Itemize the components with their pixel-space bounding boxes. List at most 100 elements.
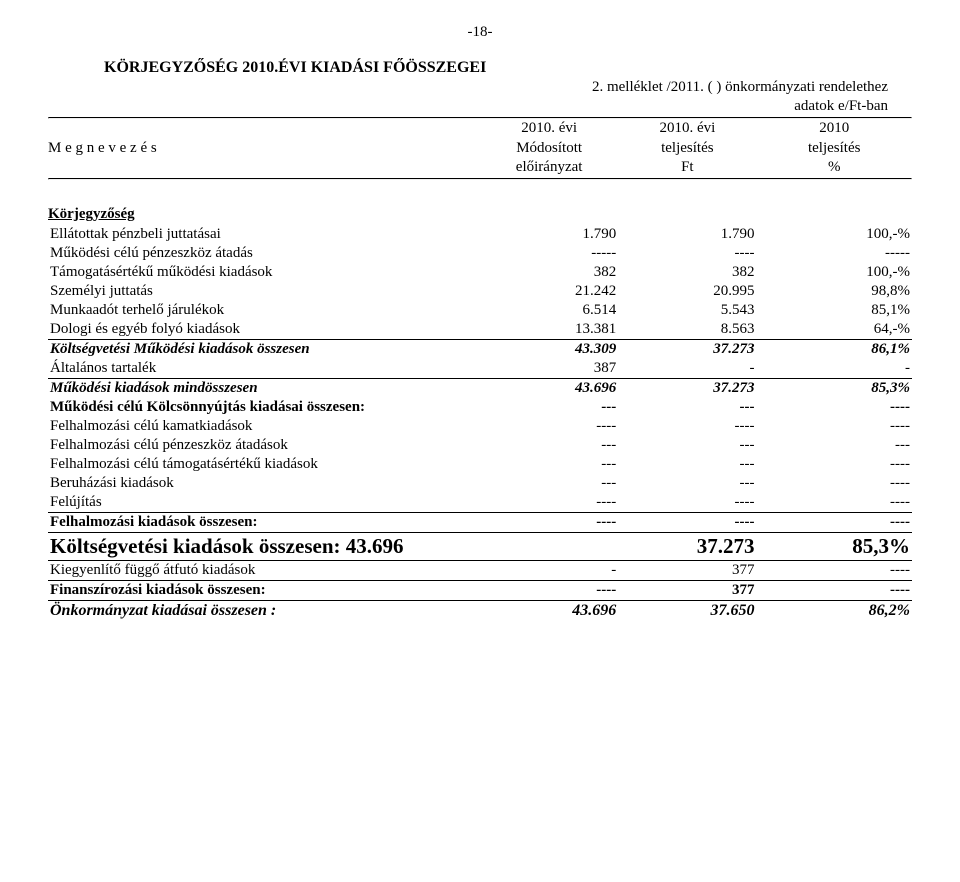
table-row: Ellátottak pénzbeli juttatásai1.7901.790… [48,225,912,244]
row-val-a: 21.242 [480,282,618,301]
row-name: Támogatásértékű működési kiadások [48,263,480,282]
row-val-c: 64,-% [756,320,912,340]
header-c1: 2010 [756,119,912,139]
row-val-a: ---- [480,580,618,600]
row-name: Működési célú pénzeszköz átadás [48,244,480,263]
table-row: Önkormányzat kiadásai összesen :43.69637… [48,600,912,621]
row-val-c: ---- [756,398,912,417]
row-val-b: --- [618,455,756,474]
table-row: Költségvetési Működési kiadások összesen… [48,339,912,359]
row-val-c: 86,2% [756,600,912,621]
row-val-b: ---- [618,244,756,263]
row-val-b: ---- [618,512,756,532]
row-name: Személyi juttatás [48,282,480,301]
table-row: Felhalmozási kiadások összesen:---------… [48,512,912,532]
subtitle-attachment: 2. melléklet /2011. ( ) önkormányzati re… [48,79,888,96]
row-val-b: - [618,359,756,379]
row-val-c: ---- [756,474,912,493]
row-val-a: --- [480,398,618,417]
table-row: Dologi és egyéb folyó kiadások13.3818.56… [48,320,912,340]
row-name: Működési célú Kölcsönnyújtás kiadásai ös… [48,398,480,417]
row-name: Kiegyenlítő függő átfutó kiadások [48,560,480,580]
header-name: M e g n e v e z é s [48,139,480,159]
table-row: Beruházási kiadások---------- [48,474,912,493]
row-val-c: 86,1% [756,339,912,359]
row-val-a: ---- [480,512,618,532]
row-name: Önkormányzat kiadásai összesen : [48,600,480,621]
table-row: Támogatásértékű működési kiadások3823821… [48,263,912,282]
row-val-b: --- [618,398,756,417]
table-row: Működési célú Kölcsönnyújtás kiadásai ös… [48,398,912,417]
column-header: M e g n e v e z é s 2010. évi Módosított… [48,119,912,178]
row-val-c: - [756,359,912,379]
document-title: KÖRJEGYZŐSÉG 2010.ÉVI KIADÁSI FŐÖSSZEGEI [104,59,912,77]
row-val-c: ---- [756,560,912,580]
row-val-a: --- [480,436,618,455]
row-name: Felhalmozási kiadások összesen: [48,512,480,532]
row-val-a: 387 [480,359,618,379]
row-val-a: ---- [480,417,618,436]
row-val-c: ---- [756,512,912,532]
header-a1: 2010. évi [480,119,618,139]
row-val-b: --- [618,474,756,493]
row-val-c: ---- [756,493,912,513]
row-name: Felhalmozási célú támogatásértékű kiadás… [48,455,480,474]
row-val-b: 5.543 [618,301,756,320]
row-val-a: 13.381 [480,320,618,340]
header-b1: 2010. évi [618,119,756,139]
row-val-b: 1.790 [618,225,756,244]
table-row: Finanszírozási kiadások összesen:----377… [48,580,912,600]
row-name: Működési kiadások mindösszesen [48,378,480,398]
row-val-c: 85,3% [756,378,912,398]
table-row: Személyi juttatás21.24220.99598,8% [48,282,912,301]
table-row: Felújítás------------ [48,493,912,513]
row-name: Finanszírozási kiadások összesen: [48,580,480,600]
header-a3: előirányzat [480,158,618,178]
row-val-b: ---- [618,493,756,513]
row-val-b: --- [618,436,756,455]
row-val-a: 43.309 [480,339,618,359]
table-row: Működési kiadások mindösszesen43.69637.2… [48,378,912,398]
row-name: Dologi és egyéb folyó kiadások [48,320,480,340]
row-val-c: ---- [756,580,912,600]
row-val-b: 382 [618,263,756,282]
row-name: Munkaadót terhelő járulékok [48,301,480,320]
header-c3: % [756,158,912,178]
row-val-b: 37.650 [618,600,756,621]
row-val-b: 377 [618,560,756,580]
row-val-b: 20.995 [618,282,756,301]
table-row: Felhalmozási célú kamatkiadások---------… [48,417,912,436]
header-b3: Ft [618,158,756,178]
row-name: Ellátottak pénzbeli juttatásai [48,225,480,244]
row-val-c: ---- [756,455,912,474]
row-val-b: ---- [618,417,756,436]
row-name: Költségvetési kiadások összesen: 43.696 [48,532,618,560]
row-val-c: --- [756,436,912,455]
row-val-a: ---- [480,493,618,513]
row-val-b: 37.273 [618,378,756,398]
row-val-a: 43.696 [480,378,618,398]
table-row: Munkaadót terhelő járulékok6.5145.54385,… [48,301,912,320]
row-val-a: --- [480,474,618,493]
header-a2: Módosított [480,139,618,159]
row-name: Felhalmozási célú pénzeszköz átadások [48,436,480,455]
page-number: -18- [48,24,912,41]
table-row: Működési célú pénzeszköz átadás---------… [48,244,912,263]
row-val-c: 98,8% [756,282,912,301]
row-name: Beruházási kiadások [48,474,480,493]
row-val-c: ---- [756,417,912,436]
header-b2: teljesítés [618,139,756,159]
row-val-a: 43.696 [480,600,618,621]
row-val-c: 85,1% [756,301,912,320]
table-row: Költségvetési kiadások összesen: 43.6963… [48,532,912,560]
row-val-c: 85,3% [756,532,912,560]
table-row: Felhalmozási célú támogatásértékű kiadás… [48,455,912,474]
table-row: Kiegyenlítő függő átfutó kiadások-377---… [48,560,912,580]
row-val-b: 37.273 [618,339,756,359]
subtitle-units: adatok e/Ft-ban [48,98,888,115]
row-name: Költségvetési Működési kiadások összesen [48,339,480,359]
data-table: Ellátottak pénzbeli juttatásai1.7901.790… [48,225,912,621]
row-val-b: 377 [618,580,756,600]
row-val-a: 382 [480,263,618,282]
row-name: Felhalmozási célú kamatkiadások [48,417,480,436]
